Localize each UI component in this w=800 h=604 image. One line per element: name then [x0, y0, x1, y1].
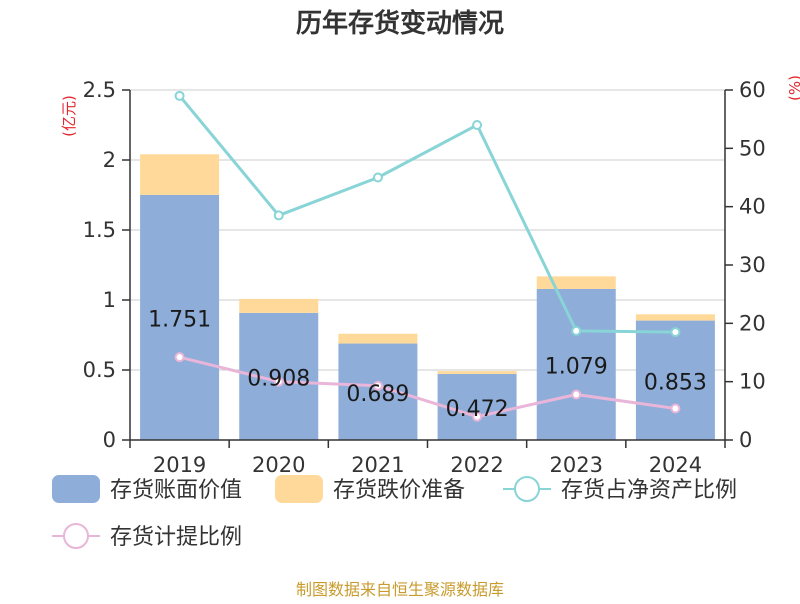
point-provision-ratio [472, 411, 483, 422]
right-axis-unit: (%) [786, 75, 800, 101]
point-provision-ratio [174, 352, 185, 363]
line-provision-ratio [179, 355, 676, 419]
bar-impairment-reserve [239, 298, 319, 313]
legend-swatch-book-value [52, 475, 100, 503]
axes: 0 0.5 1 1.5 2 2.5 0 10 20 30 40 50 60 2019 2020 2021 202… [83, 78, 766, 477]
right-tick-label: 50 [739, 136, 766, 160]
point-net-asset-ratio [472, 120, 483, 130]
point-provision-ratio [372, 380, 383, 391]
point-provision-ratio [670, 403, 681, 414]
bar-impairment-reserve [635, 314, 715, 321]
legend-label-provision-ratio: 存货计提比例 [110, 525, 242, 550]
legend-label-net-asset-ratio: 存货占净资产比例 [561, 478, 737, 503]
left-tick-label: 0.5 [83, 358, 116, 382]
right-tick-label: 30 [739, 253, 766, 277]
right-tick-label: 10 [739, 370, 766, 394]
bar-book-value [635, 320, 715, 440]
right-tick-label: 0 [739, 428, 752, 452]
x-tick-label: 2023 [550, 453, 603, 477]
right-tick-label: 60 [739, 78, 766, 102]
x-tick-label: 2020 [252, 453, 305, 477]
bar-value-label: 0.908 [247, 366, 310, 391]
legend-swatch-impairment [275, 475, 323, 503]
bar-value-label: 0.689 [346, 382, 409, 407]
point-net-asset-ratio [273, 210, 284, 221]
legend-label-impairment: 存货跌价准备 [333, 478, 465, 503]
x-tick-label: 2022 [450, 453, 503, 477]
bar-impairment-reserve [536, 276, 616, 289]
left-axis-unit: (亿元) [60, 95, 78, 137]
left-tick-label: 2.5 [83, 78, 116, 102]
gridlines [130, 89, 725, 371]
legend-label-book-value: 存货账面价值 [110, 478, 242, 503]
left-tick-label: 1.5 [83, 218, 116, 242]
bar-value-label: 0.853 [644, 370, 707, 395]
right-tick-label: 40 [739, 195, 766, 219]
point-net-asset-ratio [174, 90, 185, 101]
bars [140, 154, 715, 440]
x-tick-label: 2019 [153, 453, 206, 477]
point-provision-ratio [571, 389, 582, 400]
bar-value-label: 1.079 [545, 354, 608, 379]
bar-impairment-reserve [437, 371, 517, 374]
source-note: 制图数据来自恒生聚源数据库 [296, 580, 504, 599]
point-net-asset-ratio [670, 327, 681, 338]
bar-value-label: 0.472 [446, 397, 509, 422]
left-tick-label: 1 [103, 288, 116, 312]
point-net-asset-ratio [571, 325, 582, 336]
line-net-asset-ratio [178, 94, 676, 334]
legend-swatch-provision-ratio-marker [63, 523, 89, 549]
bar-book-value [338, 343, 418, 440]
bar-labels: 1.751 0.908 0.689 0.472 1.079 0.853 [148, 307, 707, 422]
bar-impairment-reserve [338, 333, 418, 344]
right-tick-label: 20 [739, 311, 766, 335]
left-tick-label: 2 [103, 148, 116, 172]
x-tick-label: 2024 [649, 453, 702, 477]
lines [174, 90, 681, 422]
bar-value-label: 1.751 [148, 307, 211, 332]
bar-book-value [140, 194, 220, 440]
chart-title: 历年存货变动情况 [296, 8, 504, 39]
bar-book-value [536, 288, 616, 440]
legend-swatch-net-asset-ratio-marker [514, 476, 540, 502]
point-net-asset-ratio [372, 172, 383, 183]
bar-impairment-reserve [140, 154, 220, 195]
x-tick-label: 2021 [351, 453, 404, 477]
point-provision-ratio [273, 376, 284, 387]
left-tick-label: 0 [103, 428, 116, 452]
